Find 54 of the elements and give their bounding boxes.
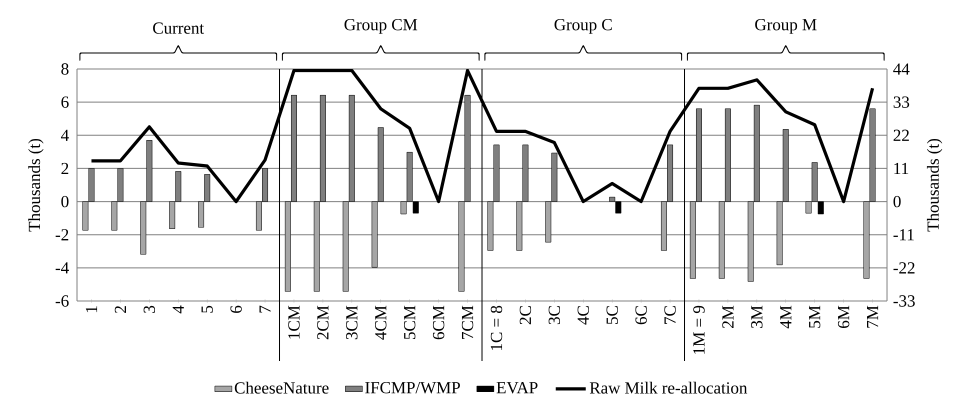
legend-label: Raw Milk re-allocation [590,382,748,394]
y-tick-label: -2 [56,229,68,240]
x-tick-label: 5CM [404,306,416,340]
y-tick-label: 8 [61,63,69,75]
legend-label: CheeseNature [234,382,329,394]
x-tick-label: 4C [578,306,589,325]
text: Group CM [344,18,418,34]
y2-axis-title: Thousands (t) [926,138,942,232]
x-tick-label: 1 [86,306,98,312]
x-tick-label: 1M = 9 [693,306,705,354]
x-tick-label: 4CM [375,306,386,340]
x-tick-label: 7C [664,306,676,324]
legend-label: EVAP [496,382,538,394]
x-tick-label: 2CM [317,306,329,340]
y2-tick-label: 44 [893,63,910,75]
y-tick-label: 2 [61,162,68,174]
text: Current [153,22,204,34]
x-tick-label: 6M [838,306,850,328]
x-tick-label: 2M [722,306,734,328]
y-tick-label: -6 [56,295,69,307]
x-tick-label: 5M [809,306,820,328]
y-tick-label: 0 [61,196,69,208]
x-tick-label: 3C [548,306,560,324]
y2-tick-label: -33 [893,295,915,307]
x-tick-label: 6 [230,306,242,313]
y2-tick-label: -22 [893,262,914,274]
x-tick-label: 3M [751,306,763,328]
x-tick-label: 2C [520,306,532,324]
x-tick-label: 1CM [288,306,300,339]
y-tick-label: 4 [61,130,69,141]
text: Group C [554,18,612,34]
y2-tick-label: 22 [894,130,909,141]
x-tick-label: 7 [259,306,271,313]
y-axis-title: Thousands (t) [28,138,44,232]
x-tick-label: 3 [144,306,156,313]
y-tick-label: 6 [61,96,69,108]
x-tick-label: 7CM [462,306,474,339]
x-tick-label: 6CM [432,306,444,340]
legend-label: IFCMP/WMP [365,382,460,394]
y2-tick-label: 0 [894,196,901,208]
x-tick-label: 3CM [346,306,358,340]
x-tick-label: 5C [606,306,618,324]
y2-tick-label: -11 [893,229,914,240]
y2-tick-label: 33 [894,96,910,108]
x-tick-label: 4 [172,305,184,314]
x-tick-label: 6C [635,306,647,324]
text: Group M [755,18,817,34]
x-tick-label: 1C = 8 [490,306,502,350]
y-tick-label: -4 [56,262,69,274]
x-tick-label: 5 [202,306,213,313]
x-tick-label: 2 [114,306,126,313]
x-tick-label: 7M [867,306,878,328]
x-tick-label: 4M [780,306,792,328]
y2-tick-label: 11 [894,162,908,174]
